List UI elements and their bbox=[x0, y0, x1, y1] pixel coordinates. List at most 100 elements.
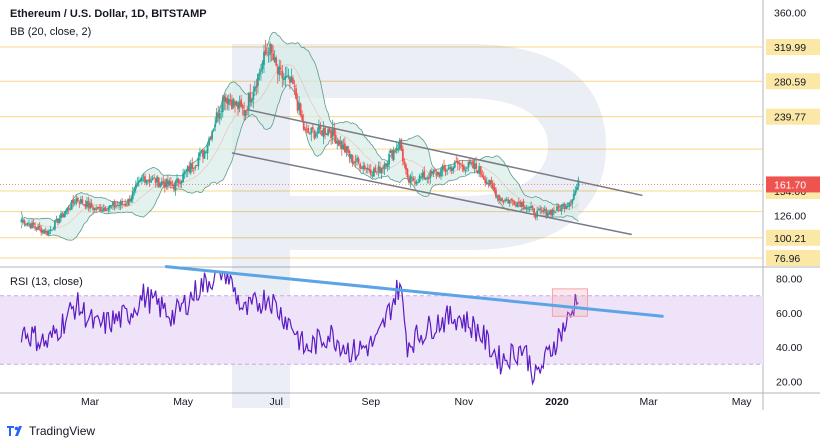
candle-body bbox=[319, 124, 322, 129]
candle bbox=[197, 152, 200, 170]
candle-body bbox=[450, 167, 453, 172]
candle bbox=[369, 163, 372, 177]
candle bbox=[386, 161, 389, 172]
brand-name: TradingView bbox=[29, 424, 96, 438]
candle bbox=[363, 162, 366, 171]
candle bbox=[560, 204, 563, 215]
candle-body bbox=[388, 153, 391, 165]
candle bbox=[334, 129, 337, 144]
candle-body bbox=[508, 199, 511, 204]
candle bbox=[398, 137, 401, 151]
candle bbox=[498, 194, 500, 205]
candle-body bbox=[421, 172, 424, 178]
candle bbox=[86, 196, 88, 210]
candle bbox=[122, 204, 125, 206]
candle-body bbox=[234, 101, 236, 105]
candle bbox=[371, 171, 374, 179]
candle bbox=[50, 229, 53, 232]
candle bbox=[289, 76, 291, 90]
candle-body bbox=[563, 203, 566, 209]
candle-body bbox=[496, 195, 499, 197]
candle-body bbox=[264, 50, 267, 55]
candle bbox=[147, 179, 149, 185]
candle-body bbox=[434, 169, 436, 172]
candle-body bbox=[336, 141, 339, 144]
candle bbox=[224, 93, 227, 111]
candle-body bbox=[241, 105, 244, 109]
candle bbox=[473, 157, 476, 174]
candle-body bbox=[473, 163, 476, 170]
candle-body bbox=[542, 209, 545, 212]
candle-body bbox=[491, 183, 494, 188]
candle-body bbox=[365, 167, 368, 169]
candle bbox=[108, 204, 111, 213]
candle bbox=[464, 166, 467, 175]
candle bbox=[360, 165, 363, 169]
candle-body bbox=[510, 199, 513, 201]
candle-body bbox=[40, 227, 43, 233]
candle bbox=[179, 179, 181, 188]
candle-body bbox=[79, 198, 82, 204]
candle bbox=[430, 167, 433, 177]
candle-body bbox=[61, 214, 64, 218]
candle-body bbox=[347, 146, 349, 153]
candle-body bbox=[165, 178, 168, 187]
candle-body bbox=[144, 176, 146, 183]
candle bbox=[408, 174, 410, 185]
candle bbox=[365, 167, 368, 174]
candle-body bbox=[34, 226, 36, 228]
candle bbox=[540, 206, 543, 214]
candle-body bbox=[63, 213, 65, 218]
candle bbox=[348, 149, 351, 164]
candle-body bbox=[200, 150, 203, 152]
candle bbox=[459, 162, 462, 169]
candle bbox=[195, 164, 198, 167]
candle bbox=[273, 50, 276, 64]
candle-body bbox=[84, 204, 87, 208]
candle bbox=[356, 154, 358, 166]
candle bbox=[405, 162, 407, 175]
candle-body bbox=[307, 128, 310, 134]
candle bbox=[23, 219, 26, 227]
candle-body bbox=[467, 161, 470, 168]
candle-body bbox=[266, 52, 268, 54]
candle bbox=[166, 175, 169, 191]
candle-body bbox=[293, 85, 296, 87]
candle bbox=[463, 164, 465, 173]
candle-body bbox=[217, 113, 220, 118]
candle bbox=[49, 225, 52, 235]
candle-body bbox=[182, 173, 185, 182]
rsi-label: RSI (13, close) bbox=[10, 276, 83, 288]
candle-body bbox=[446, 170, 449, 172]
candle bbox=[171, 180, 174, 187]
candle-body bbox=[507, 199, 510, 203]
candle-body bbox=[311, 127, 314, 130]
candle bbox=[113, 199, 116, 211]
candle bbox=[418, 173, 421, 183]
candle bbox=[412, 176, 415, 182]
month-tick-label: Mar bbox=[81, 396, 100, 408]
candle bbox=[513, 200, 516, 206]
candle bbox=[466, 166, 468, 172]
price-tick-label: 76.96 bbox=[774, 253, 800, 265]
candle bbox=[400, 138, 403, 152]
candle bbox=[249, 83, 252, 107]
candle-body bbox=[112, 202, 114, 206]
candle-body bbox=[313, 130, 316, 139]
candle-body bbox=[38, 225, 41, 228]
candle-body bbox=[440, 169, 442, 177]
candle-body bbox=[238, 101, 241, 108]
candle bbox=[73, 199, 76, 206]
candle-body bbox=[157, 177, 160, 187]
candle bbox=[214, 116, 217, 132]
candle bbox=[539, 204, 542, 215]
candle bbox=[282, 72, 285, 86]
candle bbox=[531, 205, 534, 211]
footer-brand[interactable]: TradingView bbox=[6, 421, 95, 441]
candle-body bbox=[215, 112, 218, 123]
candle-body bbox=[115, 205, 117, 207]
candle-body bbox=[118, 205, 120, 207]
time-axis: Mar May Jul Sep Nov 2020 Mar May bbox=[81, 396, 752, 408]
candle-body bbox=[427, 177, 430, 180]
candle-body bbox=[162, 180, 165, 184]
